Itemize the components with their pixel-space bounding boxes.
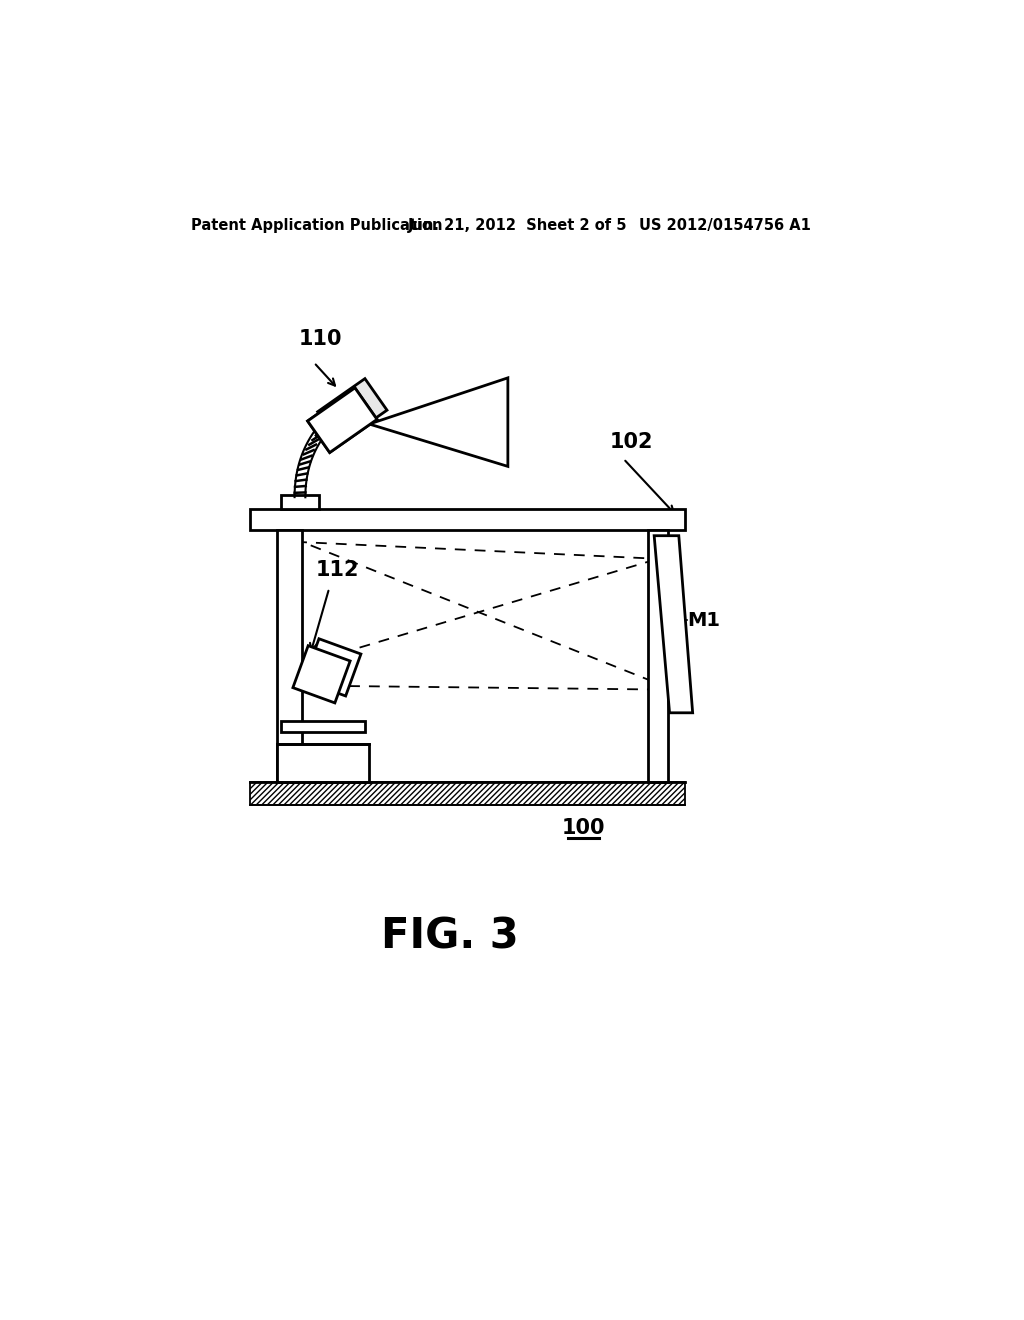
Bar [276, 743, 370, 781]
Bar [281, 721, 366, 733]
Text: 100: 100 [561, 818, 605, 838]
Text: FIG. 3: FIG. 3 [381, 915, 519, 957]
Bar [281, 495, 319, 508]
Bar [250, 781, 685, 805]
Polygon shape [317, 379, 387, 444]
Polygon shape [293, 645, 350, 704]
Polygon shape [370, 378, 508, 466]
Text: Jun. 21, 2012  Sheet 2 of 5: Jun. 21, 2012 Sheet 2 of 5 [408, 218, 628, 232]
Bar [276, 531, 301, 781]
Text: 102: 102 [609, 432, 653, 451]
Text: US 2012/0154756 A1: US 2012/0154756 A1 [639, 218, 811, 232]
Text: Patent Application Publication: Patent Application Publication [190, 218, 442, 232]
Text: 112: 112 [315, 561, 358, 581]
Bar [250, 508, 685, 531]
Polygon shape [307, 388, 377, 453]
Text: 110: 110 [298, 330, 342, 350]
Polygon shape [654, 536, 692, 713]
Polygon shape [307, 388, 377, 453]
Text: M1: M1 [687, 611, 720, 630]
Polygon shape [304, 639, 360, 696]
Bar [648, 531, 668, 781]
